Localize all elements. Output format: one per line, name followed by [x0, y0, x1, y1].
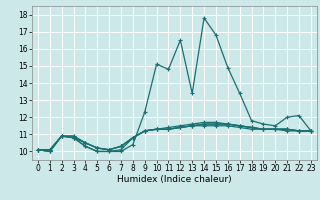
X-axis label: Humidex (Indice chaleur): Humidex (Indice chaleur) — [117, 175, 232, 184]
